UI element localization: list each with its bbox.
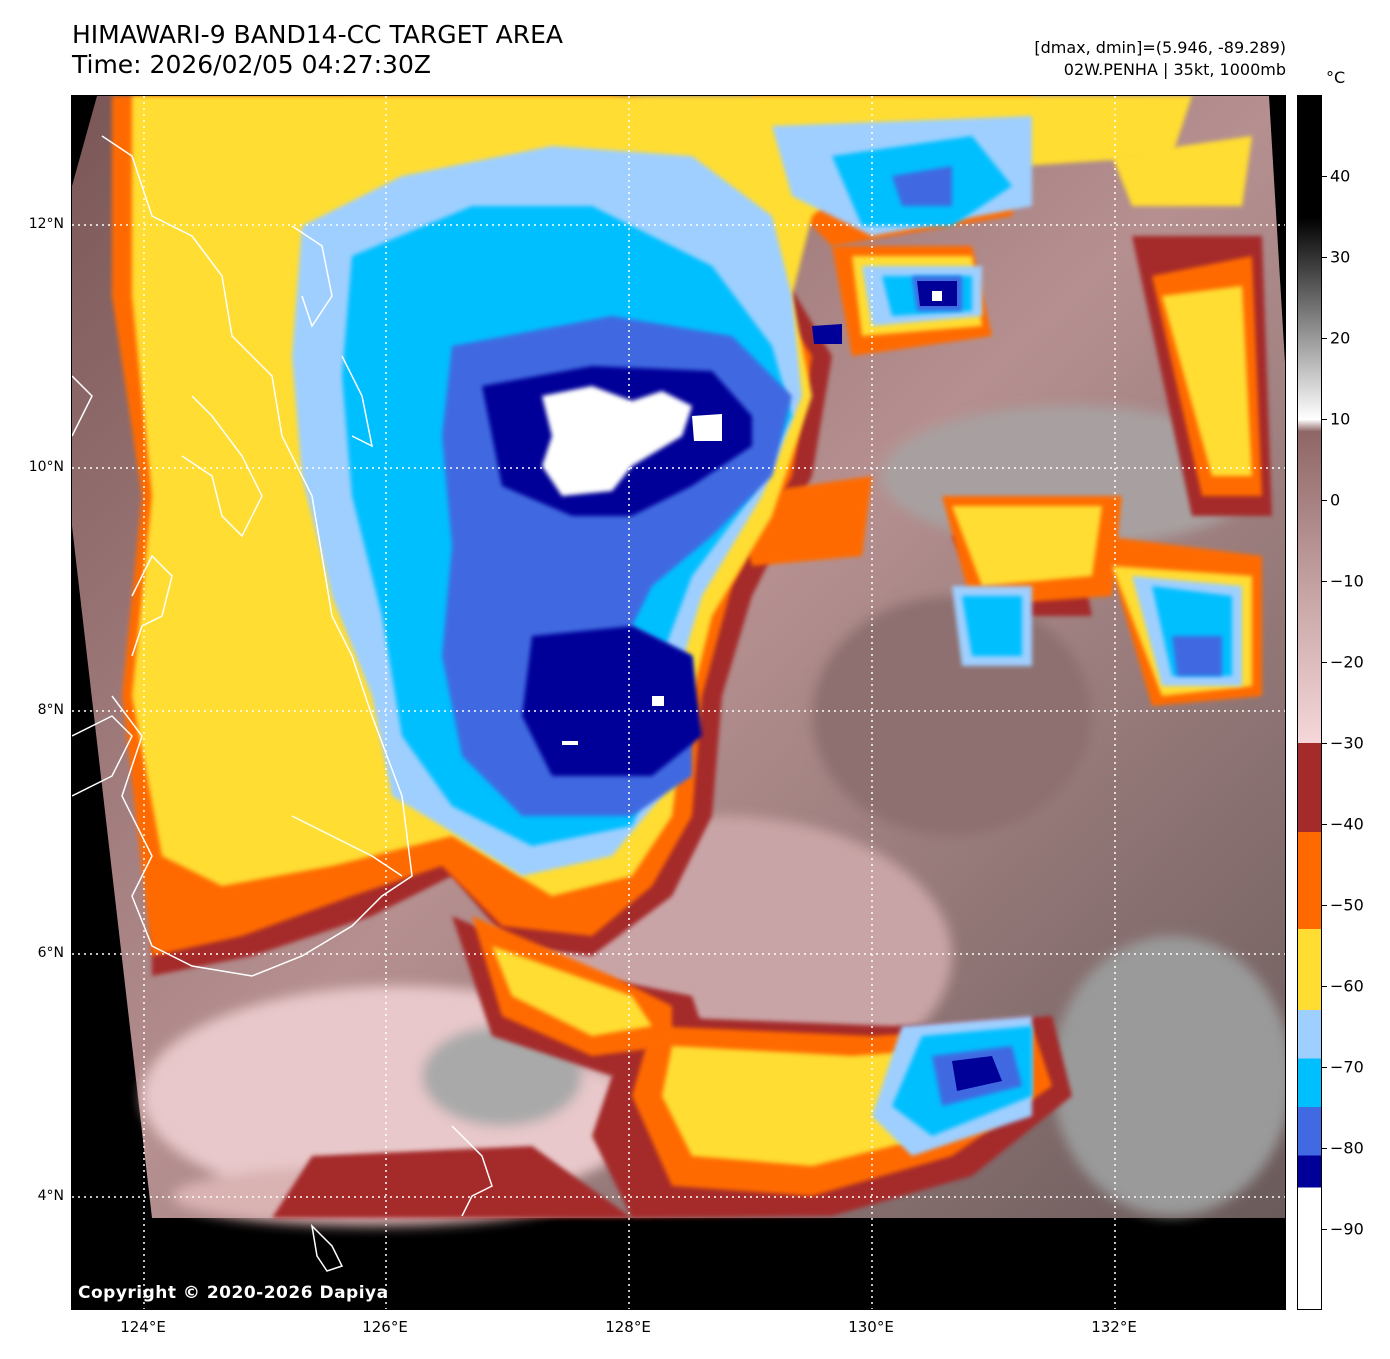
colorbar-tick-label: −20: [1330, 652, 1364, 672]
colorbar-tick-mark: [1322, 824, 1327, 825]
colorbar-tick-mark: [1322, 1148, 1327, 1149]
lat-label-4n: 4°N: [37, 1188, 64, 1204]
lon-label-130e: 130°E: [848, 1318, 894, 1336]
colorbar-tick-label: −60: [1330, 976, 1364, 996]
storm-info: 02W.PENHA | 35kt, 1000mb: [1063, 60, 1286, 79]
copyright-notice: Copyright © 2020-2026 Dapiya: [78, 1283, 389, 1303]
colorbar-tick-label: −70: [1330, 1057, 1364, 1077]
colorbar-tick-mark: [1322, 905, 1327, 906]
lon-label-126e: 126°E: [362, 1318, 408, 1336]
colorbar-tick-label: 30: [1330, 247, 1351, 267]
colorbar-tick-mark: [1322, 419, 1327, 420]
colorbar-tick-mark: [1322, 743, 1327, 744]
lon-label-132e: 132°E: [1091, 1318, 1137, 1336]
colorbar-tick-label: −50: [1330, 895, 1364, 915]
colorbar-tick-label: −10: [1330, 571, 1364, 591]
colorbar-tick-mark: [1322, 1229, 1327, 1230]
cloud-top-temperature-layers: [92, 96, 1272, 1218]
colorbar-tick-mark: [1322, 662, 1327, 663]
colorbar-tick-mark: [1322, 176, 1327, 177]
colorbar-tick-mark: [1322, 257, 1327, 258]
colorbar-tick-mark: [1322, 1067, 1327, 1068]
lat-label-10n: 10°N: [28, 459, 64, 475]
lat-label-12n: 12°N: [28, 216, 64, 232]
lon-label-128e: 128°E: [605, 1318, 651, 1336]
colorbar-tick-mark: [1322, 500, 1327, 501]
colorbar-tick-label: 10: [1330, 409, 1351, 429]
colorbar-unit: °C: [1326, 68, 1346, 87]
graticule: [72, 96, 1285, 1309]
temperature-colorbar: [1297, 95, 1322, 1310]
colorbar-tick-label: 0: [1330, 490, 1341, 510]
lat-label-6n: 6°N: [37, 945, 64, 961]
colorbar-tick-label: −30: [1330, 733, 1364, 753]
colorbar-tick-label: 40: [1330, 166, 1351, 186]
colorbar-tick-label: −90: [1330, 1219, 1364, 1239]
satellite-map-panel: Copyright © 2020-2026 Dapiya: [71, 95, 1286, 1310]
colorbar-tick-label: 20: [1330, 328, 1351, 348]
map-time: Time: 2026/02/05 04:27:30Z: [72, 50, 431, 79]
map-title: HIMAWARI-9 BAND14-CC TARGET AREA: [72, 20, 564, 49]
lon-label-124e: 124°E: [120, 1318, 166, 1336]
colorbar-tick-mark: [1322, 581, 1327, 582]
colorbar-tick-label: −80: [1330, 1138, 1364, 1158]
colorbar-tick-mark: [1322, 986, 1327, 987]
colorbar-tick-label: −40: [1330, 814, 1364, 834]
dmax-dmin-readout: [dmax, dmin]=(5.946, -89.289): [1034, 38, 1286, 57]
coastlines: [72, 135, 493, 1272]
lat-label-8n: 8°N: [37, 702, 64, 718]
colorbar-tick-mark: [1322, 338, 1327, 339]
satellite-imagery: [72, 96, 1285, 1309]
